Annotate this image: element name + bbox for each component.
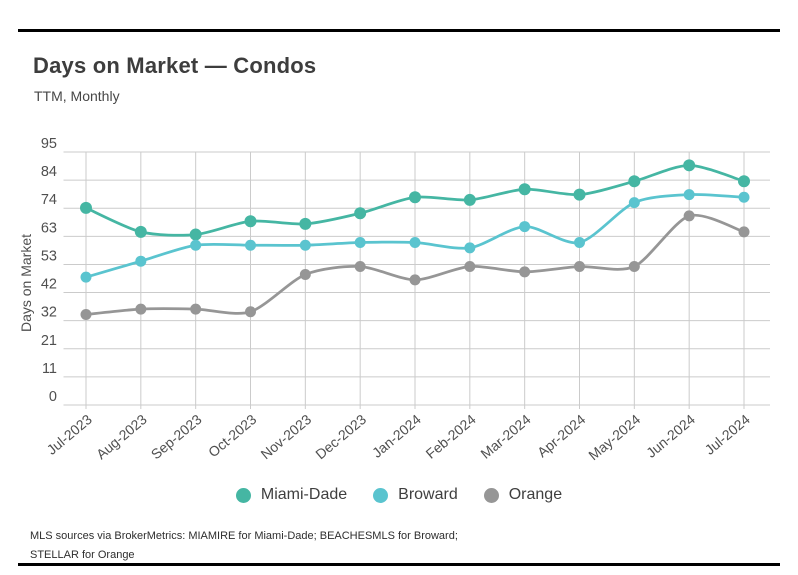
x-tick-label: Dec-2023 (312, 411, 369, 462)
data-point-broward (738, 191, 750, 203)
orange-legend-dot-icon (483, 487, 499, 503)
x-tick-label: Mar-2024 (477, 411, 533, 462)
footer-source-line-1: MLS sources via BrokerMetrics: MIAMIRE f… (30, 530, 458, 542)
data-point-orange (190, 303, 202, 315)
legend-item-broward: Broward (373, 486, 458, 504)
data-point-orange (299, 269, 311, 281)
data-point-broward (190, 239, 202, 251)
data-point-broward (464, 242, 476, 254)
data-point-orange (519, 266, 531, 278)
data-point-miami-dade (189, 228, 202, 241)
data-point-orange (573, 261, 585, 273)
page-subtitle: TTM, Monthly (34, 88, 120, 104)
data-point-miami-dade (683, 159, 696, 172)
y-tick-label: 95 (41, 136, 57, 152)
footer-source-line-2: STELLAR for Orange (30, 549, 135, 561)
x-tick-label: Jun-2024 (643, 411, 698, 461)
data-point-orange (464, 261, 476, 273)
data-point-broward (299, 239, 311, 251)
miami-dade-legend-dot-icon (235, 487, 251, 503)
x-tick-label: Jan-2024 (369, 411, 424, 461)
data-point-miami-dade (628, 175, 641, 188)
x-tick-label: Jul-2023 (44, 411, 96, 458)
legend-label-orange: Orange (508, 486, 563, 503)
top-divider-rule (18, 29, 780, 32)
data-point-miami-dade (408, 191, 421, 204)
data-point-orange (354, 261, 366, 273)
y-axis-title: Days on Market (18, 234, 34, 332)
x-tick-label: Feb-2024 (423, 411, 479, 462)
legend-item-orange: Orange (483, 486, 563, 504)
data-point-miami-dade (134, 225, 147, 238)
y-tick-label: 42 (41, 277, 57, 293)
data-point-orange (628, 261, 640, 273)
data-point-broward (628, 197, 640, 209)
x-tick-label: Apr-2024 (534, 411, 589, 460)
x-tick-label: May-2024 (585, 411, 643, 463)
x-tick-label: Oct-2023 (205, 411, 260, 460)
y-tick-label: 32 (41, 305, 57, 321)
data-point-orange (683, 210, 695, 222)
data-point-miami-dade (573, 188, 586, 201)
bottom-divider-rule (18, 563, 780, 566)
data-point-orange (244, 306, 256, 318)
data-point-broward (244, 239, 256, 251)
data-point-broward (135, 255, 147, 267)
days-on-market-line-chart: 0 11 21 32 42 53 63 74 84 95 Jul-2023Aug-2023Sep-2… (18, 136, 770, 463)
y-tick-label: 63 (41, 220, 57, 236)
data-point-miami-dade (737, 175, 750, 188)
data-point-orange (409, 274, 421, 286)
data-point-broward (683, 189, 695, 201)
data-point-orange (80, 308, 92, 320)
y-tick-label: 74 (41, 192, 57, 208)
data-point-broward (573, 237, 585, 249)
data-point-miami-dade (80, 201, 92, 214)
legend-label-miami-dade: Miami-Dade (260, 486, 348, 503)
legend-label-broward: Broward (398, 486, 458, 503)
y-tick-label: 21 (41, 333, 57, 349)
data-point-broward (80, 271, 92, 283)
y-tick-label: 53 (41, 248, 57, 264)
data-point-broward (354, 237, 366, 249)
data-point-miami-dade (463, 193, 476, 206)
chart-legend: Miami-Dade Broward Orange (0, 486, 798, 504)
data-point-miami-dade (244, 215, 257, 228)
series-layer (80, 159, 750, 320)
y-tick-label: 84 (41, 164, 57, 180)
data-point-broward (519, 221, 531, 233)
broward-legend-dot-icon (373, 487, 389, 503)
axis-layer: 0 11 21 32 42 53 63 74 84 95 Jul-2023Aug-2023Sep-2… (41, 136, 753, 463)
data-point-broward (409, 237, 421, 249)
page-title: Days on Market — Condos (33, 53, 317, 78)
x-tick-label: Nov-2023 (257, 411, 314, 462)
data-point-orange (738, 226, 750, 238)
y-tick-label: 11 (42, 361, 57, 377)
data-point-miami-dade (518, 183, 531, 196)
data-point-orange (135, 303, 147, 315)
x-tick-label: Jul-2024 (702, 411, 754, 458)
legend-item-miami-dade: Miami-Dade (235, 486, 348, 504)
data-point-miami-dade (354, 207, 367, 220)
x-tick-label: Sep-2023 (148, 411, 205, 462)
x-tick-label: Aug-2023 (93, 411, 150, 462)
y-tick-label: 0 (49, 389, 57, 405)
data-point-miami-dade (299, 217, 312, 230)
